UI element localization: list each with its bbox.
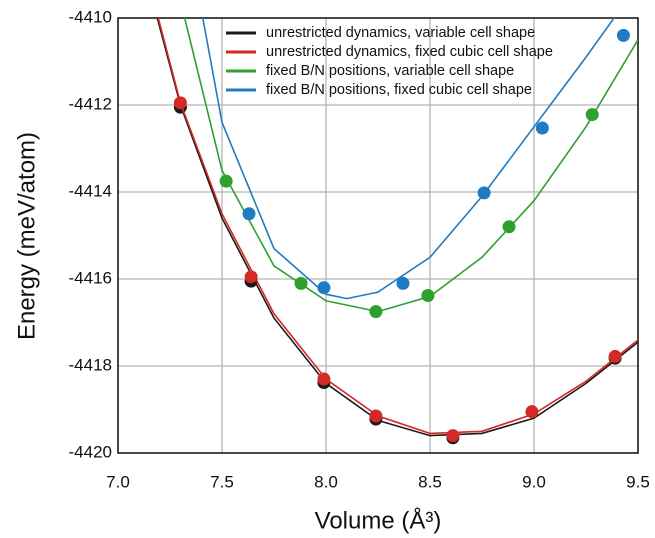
y-tick-label: -4414 [69,181,112,200]
data-point [616,28,630,42]
plot-frame [117,17,639,454]
data-point [244,270,258,284]
y-tick-label: -4418 [69,355,112,374]
data-point [535,121,549,135]
data-point [502,220,516,234]
legend-label: unrestricted dynamics, fixed cubic cell … [266,44,553,60]
data-point [294,276,308,290]
legend-label: fixed B/N positions, variable cell shape [266,63,514,79]
fit-curve [201,18,616,300]
data-point [219,174,233,188]
y-tick-label: -4412 [69,94,112,113]
x-tick-label: 7.5 [210,472,234,491]
y-tick-label: -4420 [69,442,112,461]
data-point [446,429,460,443]
legend-label: unrestricted dynamics, variable cell sha… [266,25,535,41]
data-point [173,96,187,110]
x-tick-label: 8.5 [418,472,442,491]
y-axis-title: Energy (meV/atom) [13,132,40,340]
x-axis-title: Volume (Å³) [315,506,442,534]
data-point [369,409,383,423]
x-tick-label: 8.0 [314,472,338,491]
x-tick-label: 9.0 [522,472,546,491]
data-point [396,276,410,290]
y-tick-label: -4410 [69,7,112,26]
data-point [608,349,622,363]
data-point [317,372,331,386]
data-point [369,305,383,319]
x-tick-label: 7.0 [106,472,130,491]
data-point [525,405,539,419]
y-tick-label: -4416 [69,268,112,287]
data-point [242,207,256,221]
data-point [317,281,331,295]
plot-area [156,18,638,445]
legend-label: fixed B/N positions, fixed cubic cell sh… [266,82,532,98]
data-point [477,186,491,200]
data-point [421,289,435,303]
x-tick-label: 9.5 [626,472,650,491]
data-point [585,108,599,122]
